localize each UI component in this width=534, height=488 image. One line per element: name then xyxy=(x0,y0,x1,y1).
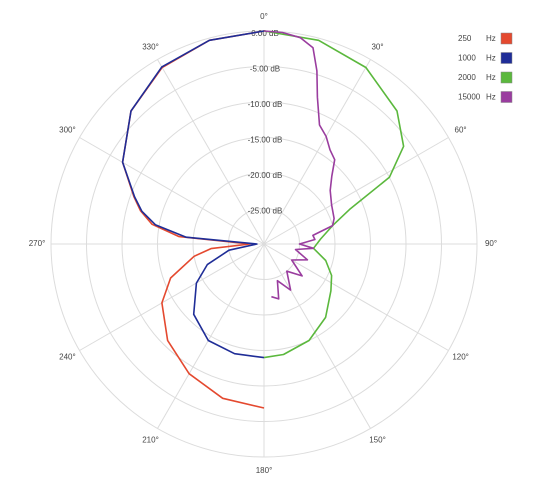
angle-tick-label: 180° xyxy=(256,466,273,475)
series-curve xyxy=(263,30,405,359)
grid-spoke xyxy=(157,59,265,245)
angle-tick-label: 240° xyxy=(59,353,76,362)
series-curve xyxy=(263,30,336,300)
r-tick-label: 0.00 dB xyxy=(251,29,279,38)
legend-label: 1000 xyxy=(458,54,476,63)
legend-unit: Hz xyxy=(486,93,496,102)
grid-spoke xyxy=(79,243,265,351)
angle-tick-label: 0° xyxy=(260,12,268,21)
legend-swatch xyxy=(500,52,513,64)
angle-tick-label: 300° xyxy=(59,126,76,135)
grid-spoke xyxy=(263,137,449,245)
angle-tick-label: 210° xyxy=(142,436,159,445)
legend-swatch xyxy=(500,91,513,103)
grid-spoke xyxy=(263,243,371,429)
legend-label: 2000 xyxy=(458,73,476,82)
series-curve xyxy=(121,30,265,409)
legend-swatch xyxy=(500,32,513,45)
series-curve xyxy=(121,30,265,359)
angle-tick-label: 90° xyxy=(485,239,497,248)
grid-spoke xyxy=(263,243,449,351)
angle-tick-label: 30° xyxy=(371,43,383,52)
r-tick-label: -10.00 dB xyxy=(248,100,283,109)
legend-unit: Hz xyxy=(486,73,496,82)
grid-spoke xyxy=(263,59,371,245)
grid-spoke xyxy=(79,137,265,245)
r-tick-label: -15.00 dB xyxy=(248,136,283,145)
angle-tick-label: 270° xyxy=(29,239,46,248)
angle-tick-label: 330° xyxy=(142,43,159,52)
angle-tick-label: 60° xyxy=(455,126,467,135)
legend-unit: Hz xyxy=(486,34,496,43)
legend-label: 15000 xyxy=(458,93,481,102)
r-tick-label: -25.00 dB xyxy=(248,207,283,216)
angle-tick-label: 120° xyxy=(452,353,469,362)
r-tick-label: -5.00 dB xyxy=(250,65,280,74)
grid-spoke xyxy=(157,243,265,429)
legend-unit: Hz xyxy=(486,54,496,63)
r-tick-label: -20.00 dB xyxy=(248,171,283,180)
legend-label: 250 xyxy=(458,34,472,43)
angle-tick-label: 150° xyxy=(369,436,386,445)
legend-swatch xyxy=(500,71,513,84)
